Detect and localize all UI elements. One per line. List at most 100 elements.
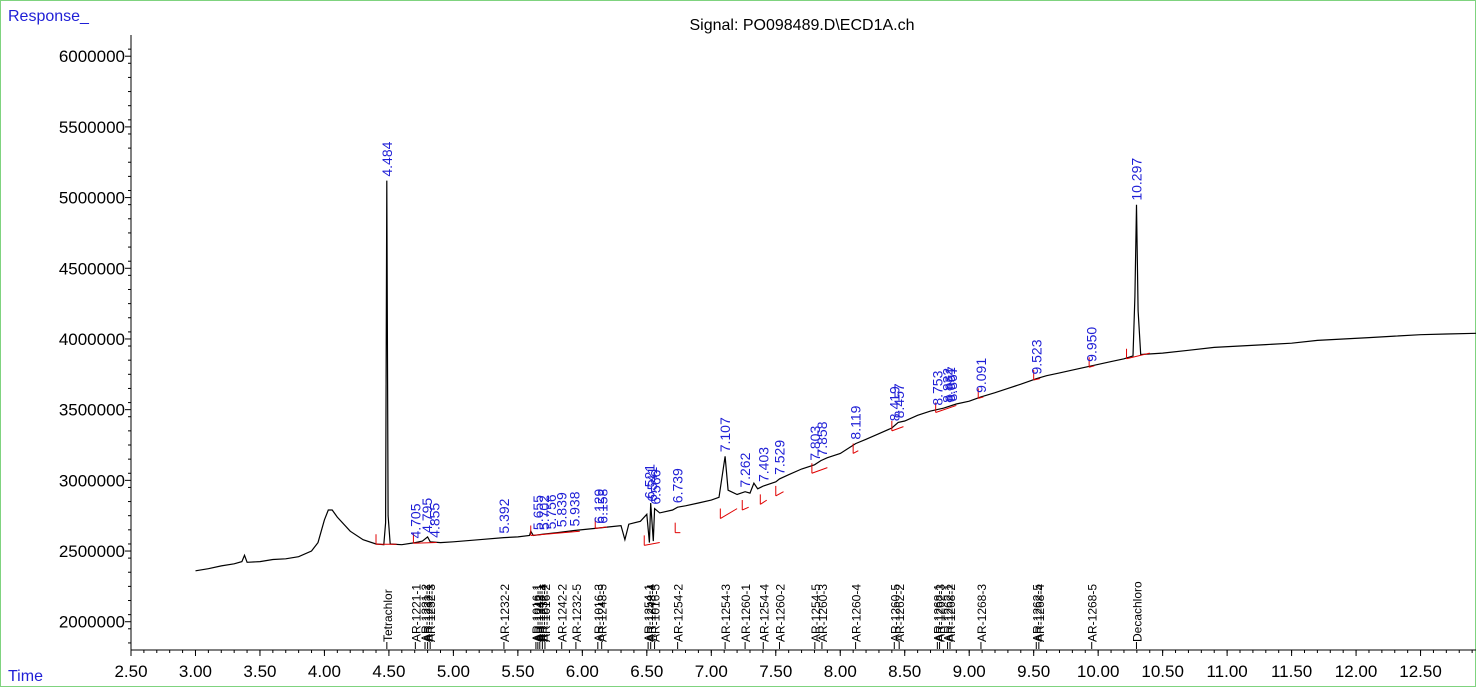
peak-retention-label: 8.753 [929, 370, 945, 405]
x-tick-label: 10.50 [1141, 662, 1184, 681]
peak-retention-label: 7.858 [814, 421, 830, 456]
compound-label: AR-1016-3 [592, 584, 606, 642]
x-tick-label: 8.00 [824, 662, 857, 681]
peak-retention-label: 4.705 [407, 503, 423, 538]
x-tick-label: 5.50 [501, 662, 534, 681]
compound-label: AR-1268-3 [975, 584, 989, 642]
compound-label: AR-1268-4 [1033, 584, 1047, 642]
peak-retention-label: 6.158 [595, 488, 611, 523]
peak-retention-label: 8.419 [886, 386, 902, 421]
integration-baseline [413, 542, 437, 544]
compound-label: AR-1232-3 [424, 584, 438, 642]
y-tick-label: 3500000 [59, 401, 125, 420]
integration-baseline [1089, 365, 1095, 368]
x-tick-label: 9.50 [1017, 662, 1050, 681]
compound-label: AR-1260-1 [739, 584, 753, 642]
peak-retention-label: 8.119 [848, 405, 864, 439]
peak-retention-label: 10.297 [1128, 158, 1144, 201]
integration-baseline [595, 526, 607, 529]
compound-label: AR-1254-4 [757, 584, 771, 642]
compound-label: Tetrachlor [381, 589, 395, 642]
peak-retention-label: 5.702 [536, 495, 552, 530]
integration-baseline [742, 506, 749, 511]
compound-label: AR-1242-1 [532, 584, 546, 642]
y-tick-label: 4500000 [59, 259, 125, 278]
compound-label: AR-1232-5 [570, 584, 584, 642]
integration-baseline [891, 426, 904, 432]
x-tick-label: 6.00 [566, 662, 599, 681]
peak-retention-label: 8.457 [891, 383, 907, 418]
compound-label: AR-1232-1 [422, 584, 436, 642]
compound-label: AR-1262-3 [934, 584, 948, 642]
x-tick-label: 8.50 [888, 662, 921, 681]
compound-label: AR-1260-3 [816, 584, 830, 642]
y-tick-label: 5000000 [59, 189, 125, 208]
x-tick-label: 3.00 [179, 662, 212, 681]
compound-label: AR-1242-2 [556, 584, 570, 642]
compound-label: AR-1254-1 [642, 584, 656, 642]
chart-title: Signal: PO098489.D\ECD1A.ch [689, 17, 915, 34]
compound-label: AR-1260-4 [850, 584, 864, 642]
integration-baseline [852, 450, 859, 454]
compound-label: AR-1254-3 [719, 584, 733, 642]
peak-retention-label: 7.529 [772, 440, 788, 475]
x-tick-label: 11.50 [1271, 662, 1312, 681]
x-axis-label: Time [8, 668, 43, 685]
x-tick-label: 2.50 [114, 662, 147, 681]
peak-retention-label: 7.107 [717, 417, 733, 452]
x-tick-label: 4.00 [308, 662, 341, 681]
peak-retention-label: 9.523 [1029, 339, 1045, 374]
compound-label: AR-1260-5 [888, 584, 902, 642]
x-tick-label: 3.50 [243, 662, 276, 681]
compound-label: AR-1016-2 [539, 584, 553, 642]
x-tick-label: 5.00 [437, 662, 470, 681]
y-tick-label: 4000000 [59, 330, 125, 349]
compound-label: AR-1260-2 [774, 584, 788, 642]
peak-retention-label: 6.541 [644, 467, 660, 502]
peak-retention-label: 7.403 [755, 447, 771, 482]
peak-retention-label: 8.851 [942, 367, 958, 402]
compound-label: AR-1262-2 [893, 584, 907, 642]
peak-retention-label: 5.756 [543, 494, 559, 529]
peak-retention-label: 6.566 [647, 469, 663, 504]
x-tick-label: 10.00 [1077, 662, 1120, 681]
x-tick-label: 6.50 [630, 662, 663, 681]
peak-retention-label: 8.867 [944, 366, 960, 401]
x-tick-label: 7.50 [759, 662, 792, 681]
x-tick-label: 4.50 [372, 662, 405, 681]
compound-label: AR-1268-5 [1086, 584, 1100, 642]
peak-retention-label: 7.262 [737, 452, 753, 487]
integration-baseline [1033, 378, 1041, 381]
y-axis-label: Response_ [8, 8, 89, 25]
x-tick-label: 9.00 [953, 662, 986, 681]
signal-trace [195, 180, 1476, 572]
compound-label: AR-1232-2 [498, 584, 512, 642]
x-tick-label: 12.50 [1399, 662, 1442, 681]
integration-baseline [935, 404, 957, 413]
peak-retention-label: 9.950 [1084, 327, 1100, 362]
integration-baseline [760, 499, 768, 505]
x-tick-label: 12.00 [1335, 662, 1378, 681]
peak-retention-label: 8.832 [940, 368, 956, 403]
peak-retention-label: 9.091 [973, 358, 989, 393]
peak-retention-label: 5.392 [496, 498, 512, 533]
y-tick-label: 2000000 [59, 613, 125, 632]
compound-label: AR-1248-5 [596, 584, 610, 642]
peak-retention-label: 7.803 [807, 426, 823, 461]
peak-retention-label: 6.739 [670, 468, 686, 503]
compound-label: AR-1268-2 [944, 584, 958, 642]
integration-baseline [775, 491, 784, 497]
peak-retention-label: 5.839 [554, 492, 570, 527]
compound-label: AR-1221-2 [419, 584, 433, 642]
x-tick-label: 11.00 [1206, 662, 1247, 681]
compound-label: AR-1221-1 [409, 584, 423, 642]
peak-retention-label: 4.795 [419, 498, 435, 533]
compound-label: AR-1262-1 [942, 584, 956, 642]
compound-label: AR-1262-5 [1030, 584, 1044, 642]
compound-label: AR-1232-4 [536, 584, 550, 642]
peak-retention-label: 5.938 [566, 491, 582, 526]
integration-baseline [978, 396, 984, 399]
compound-label: AR-1248-1 [534, 584, 548, 642]
y-tick-label: 5500000 [59, 118, 125, 137]
